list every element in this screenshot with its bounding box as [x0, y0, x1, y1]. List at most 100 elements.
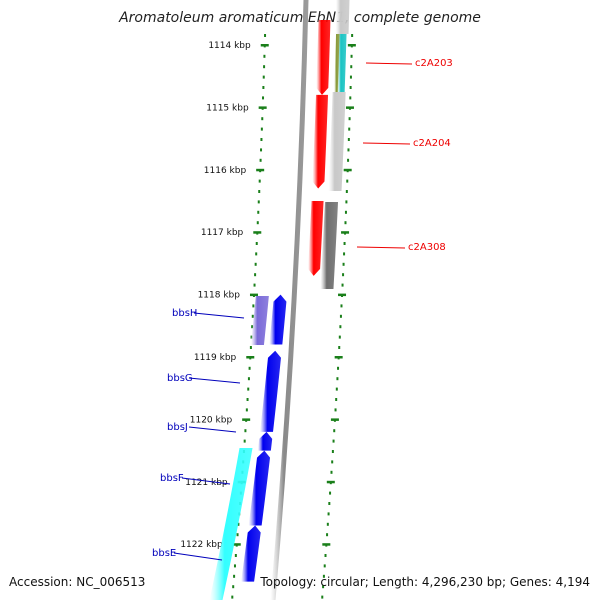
minor-tick-right: [326, 533, 329, 537]
genome-summary-label: Topology: circular; Length: 4,296,230 bp…: [260, 575, 590, 589]
gene-label-bbsG: bbsG: [167, 373, 193, 384]
minor-tick-right: [333, 429, 336, 433]
minor-tick-right: [349, 75, 352, 79]
minor-tick-right: [349, 86, 352, 89]
minor-tick-right: [344, 210, 347, 214]
minor-tick-right: [335, 398, 338, 401]
minor-tick-left: [243, 439, 246, 443]
minor-tick-left: [244, 429, 247, 433]
minor-tick-left: [250, 335, 253, 339]
minor-tick-right: [344, 221, 347, 225]
minor-tick-left: [260, 148, 263, 152]
minor-tick-left: [255, 252, 258, 256]
minor-tick-right: [347, 148, 350, 152]
minor-tick-right: [343, 252, 346, 256]
minor-tick-right: [338, 346, 341, 349]
minor-tick-right: [323, 564, 326, 568]
major-tick-left: [258, 106, 267, 109]
major-tick-left: [249, 293, 258, 297]
major-tick-right: [343, 168, 352, 172]
gene-label-line: [188, 377, 241, 384]
map-title: Aromatoleum aromaticum EbN1, complete ge…: [119, 10, 481, 26]
reverse-gene: [241, 525, 261, 582]
gene-label-line: [356, 246, 406, 249]
minor-tick-left: [255, 242, 258, 245]
forward-gene: [316, 20, 331, 95]
minor-tick-right: [348, 127, 351, 131]
minor-tick-left: [233, 574, 236, 578]
major-tick-left: [256, 168, 265, 172]
minor-tick-right: [329, 491, 332, 495]
cog-strip: [328, 92, 346, 191]
minor-tick-right: [339, 314, 342, 318]
minor-tick-left: [246, 398, 249, 401]
minor-tick-left: [260, 138, 263, 141]
cog-strip: [320, 202, 339, 289]
reverse-gene: [248, 450, 271, 526]
accession-label: Accession: NC_006513: [9, 575, 146, 589]
minor-tick-right: [340, 304, 343, 308]
minor-tick-left: [263, 54, 266, 58]
major-tick-left: [253, 231, 262, 234]
minor-tick-right: [339, 325, 342, 329]
minor-tick-right: [341, 283, 344, 287]
minor-tick-left: [247, 377, 250, 381]
minor-tick-left: [245, 408, 248, 412]
minor-tick-left: [258, 179, 261, 183]
minor-tick-left: [254, 262, 257, 266]
gene-label-c2A203: c2A203: [415, 58, 453, 69]
minor-tick-right: [348, 117, 351, 121]
scale-label: 1116 kbp: [204, 166, 247, 176]
minor-tick-left: [248, 366, 251, 370]
minor-tick-right: [331, 450, 334, 453]
minor-tick-right: [342, 262, 345, 266]
minor-tick-right: [345, 190, 348, 193]
scale-label: 1120 kbp: [190, 415, 233, 425]
minor-tick-left: [257, 200, 260, 204]
minor-tick-right: [347, 138, 350, 141]
minor-tick-right: [350, 65, 353, 69]
major-tick-right: [347, 44, 356, 47]
minor-tick-right: [326, 522, 329, 526]
gene-label-c2A204: c2A204: [413, 138, 451, 149]
minor-tick-right: [322, 585, 325, 589]
major-tick-right: [322, 543, 331, 546]
reverse-gene: [269, 294, 287, 345]
forward-gene: [308, 201, 324, 276]
major-tick-left: [242, 418, 251, 421]
scale-label: 1114 kbp: [208, 41, 251, 51]
minor-tick-right: [336, 377, 339, 381]
minor-tick-left: [251, 314, 254, 318]
minor-tick-right: [349, 96, 352, 100]
minor-tick-right: [342, 273, 345, 277]
minor-tick-right: [331, 460, 334, 464]
minor-tick-right: [324, 554, 327, 557]
minor-tick-left: [261, 117, 264, 121]
minor-tick-right: [327, 512, 330, 516]
minor-tick-right: [330, 470, 333, 474]
cog-strip: [335, 0, 350, 34]
cog-strip: [337, 34, 347, 92]
minor-tick-left: [257, 210, 260, 214]
minor-tick-left: [256, 221, 259, 225]
minor-tick-left: [234, 554, 237, 557]
minor-tick-left: [260, 127, 263, 131]
minor-tick-right: [346, 179, 349, 183]
gene-label-line: [362, 142, 411, 145]
minor-tick-right: [345, 200, 348, 204]
gene-label-bbsH: bbsH: [172, 308, 197, 319]
reverse-gene: [257, 431, 273, 451]
reverse-gene: [260, 350, 281, 432]
scale-label: 1118 kbp: [198, 291, 241, 301]
minor-tick-left: [262, 86, 265, 89]
minor-tick-left: [262, 96, 265, 100]
minor-tick-left: [237, 522, 240, 526]
minor-tick-left: [247, 387, 250, 391]
minor-tick-right: [351, 34, 354, 37]
minor-tick-right: [328, 502, 331, 505]
gene-label-line: [181, 477, 231, 485]
forward-gene: [312, 94, 329, 189]
minor-tick-right: [321, 595, 324, 599]
minor-tick-left: [252, 304, 255, 308]
